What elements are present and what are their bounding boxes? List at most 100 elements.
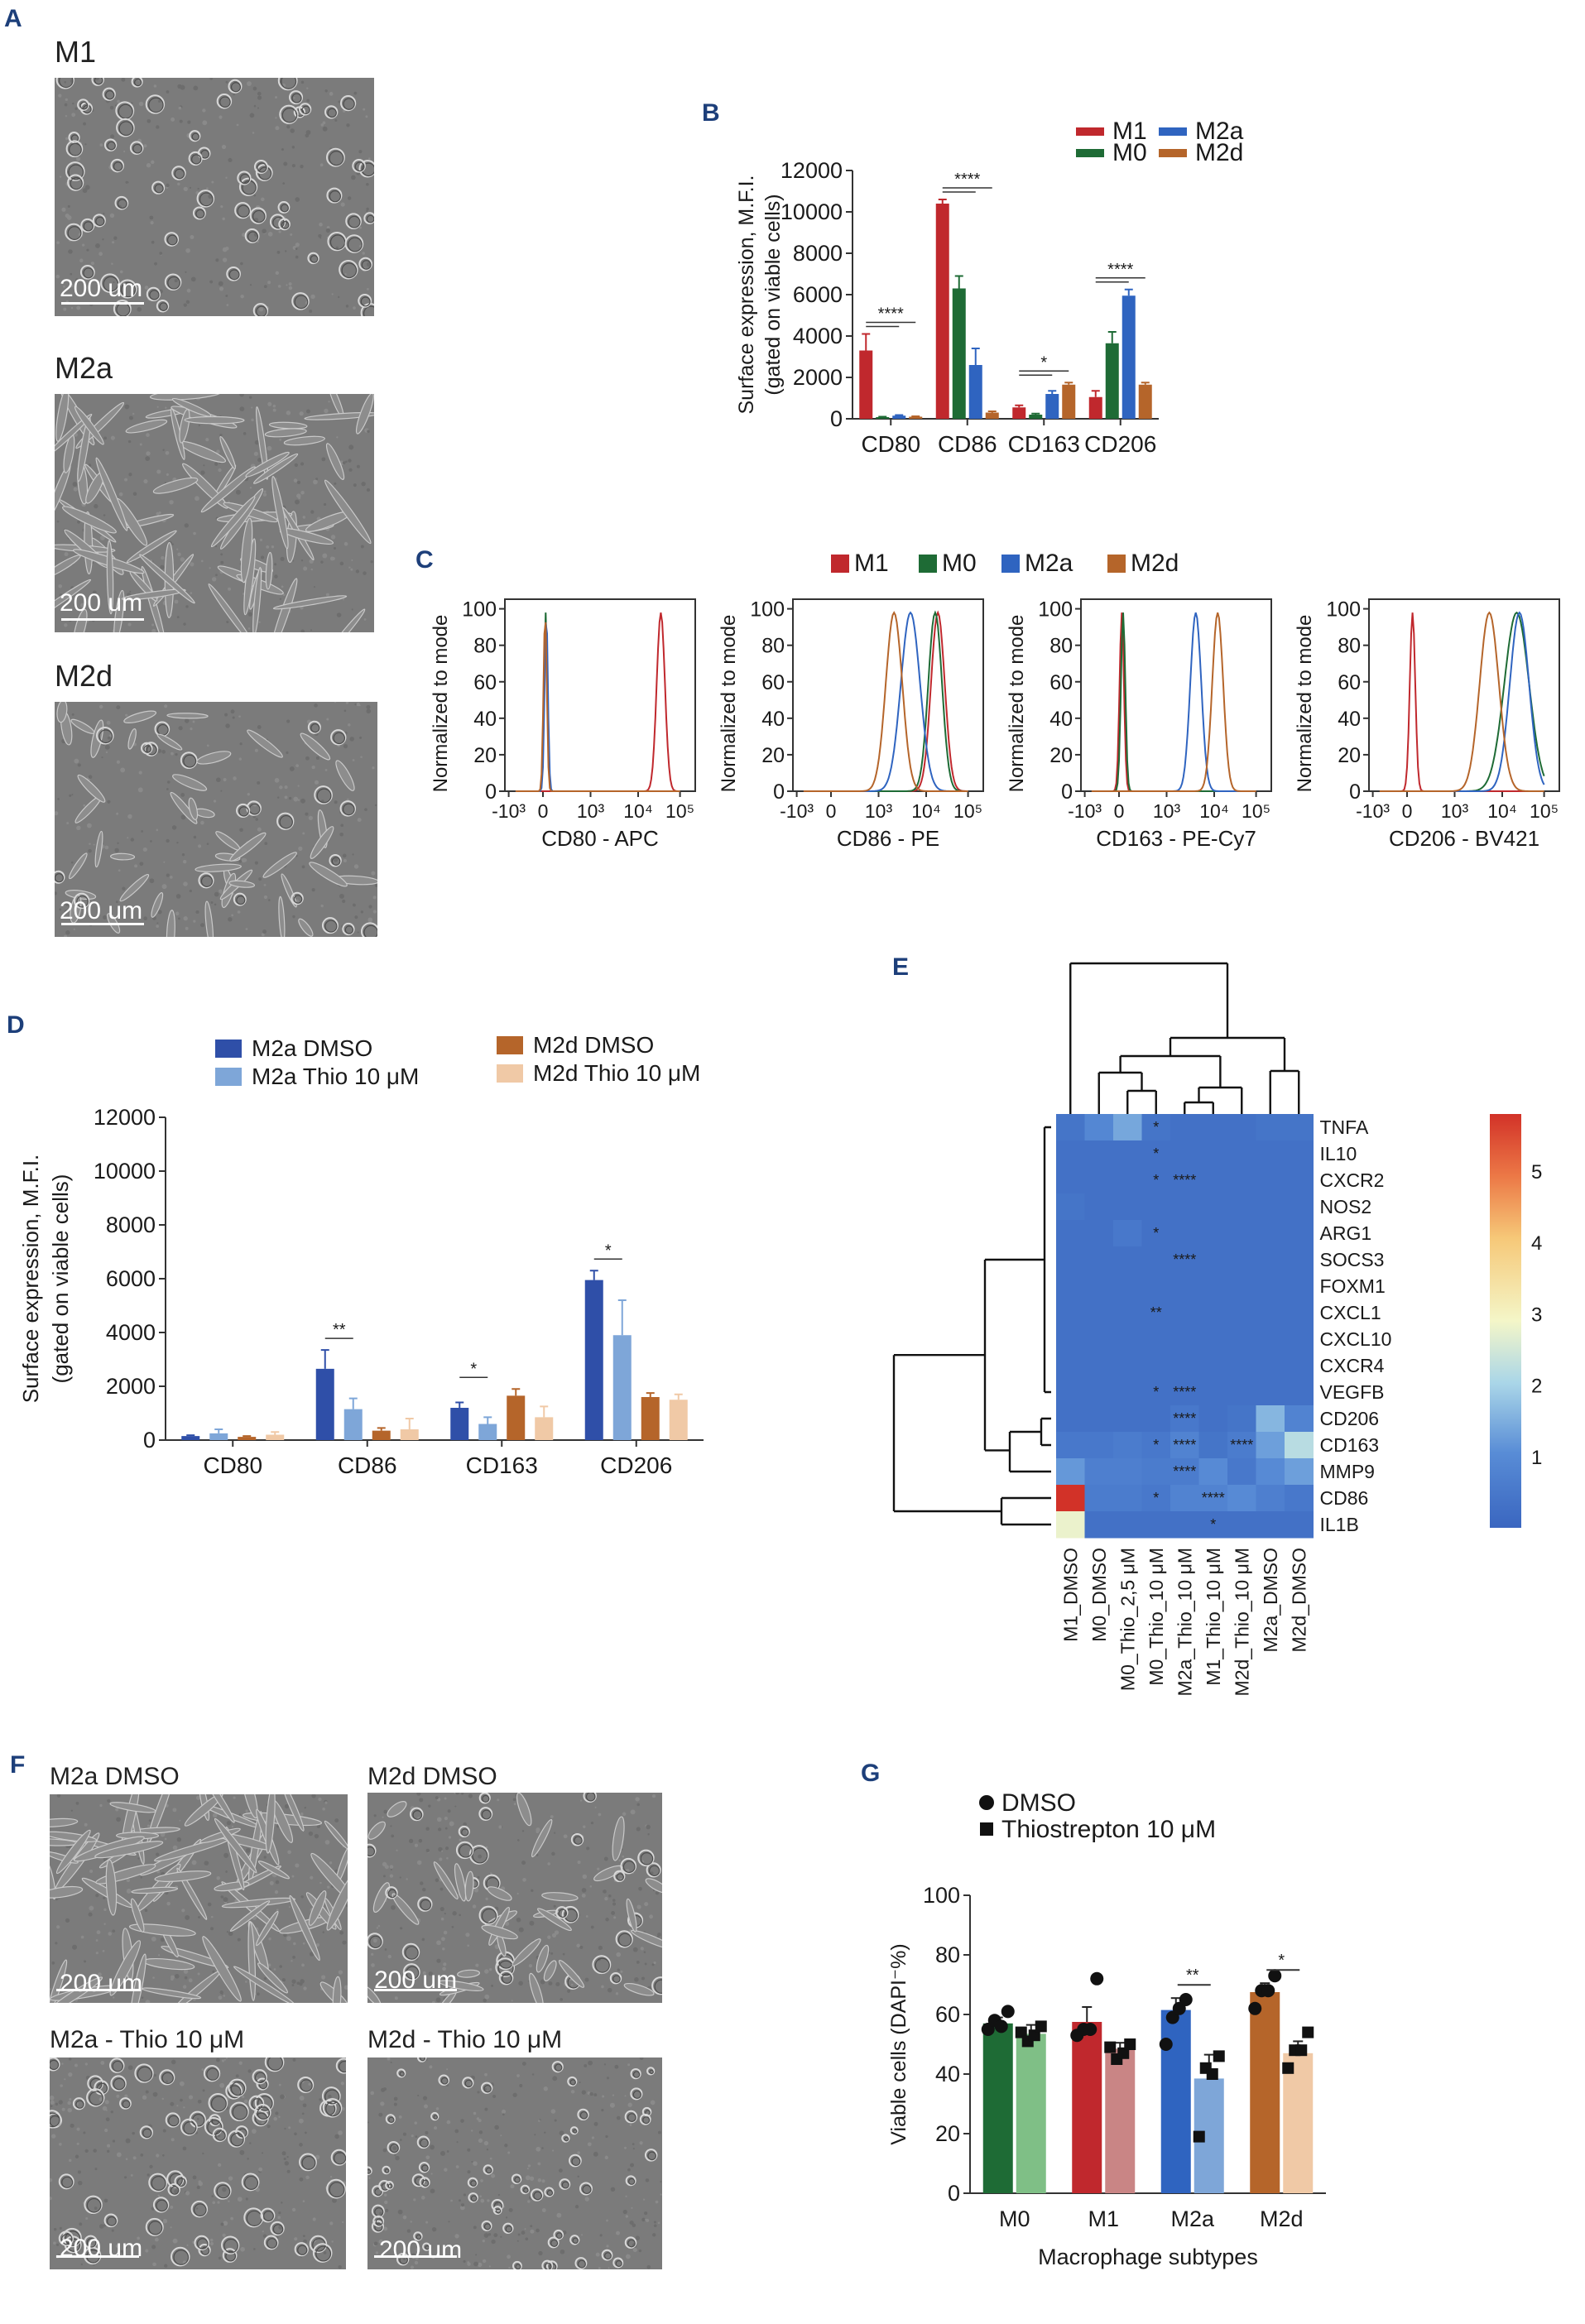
histogram-curve [1091, 612, 1256, 792]
micrograph-grain [177, 552, 181, 557]
micrograph-grain [112, 2139, 116, 2143]
cell-round [625, 2175, 636, 2187]
micrograph-grain [605, 1918, 609, 1922]
heatmap-cell [1084, 1352, 1114, 1380]
micrograph-grain [171, 751, 174, 756]
micrograph-grain [431, 2227, 437, 2232]
micrograph-grain [257, 458, 262, 463]
micrograph-grain [257, 827, 262, 832]
micrograph-grain [371, 871, 376, 876]
micrograph-grain [70, 2123, 74, 2128]
micrograph-grain [365, 115, 368, 118]
heatmap-cell [1285, 1299, 1314, 1327]
legend-swatch [215, 1040, 242, 1058]
cell-round-shadow [481, 1809, 492, 1820]
micrograph-grain [222, 217, 226, 221]
micrograph-grain [584, 2197, 589, 2202]
legend-label: M1 [1112, 118, 1147, 145]
micrograph-grain [129, 590, 132, 593]
micrograph-grain [61, 207, 66, 212]
y-tick-label: 40 [1338, 708, 1361, 731]
micrograph-grain [235, 2074, 239, 2078]
micrograph-grain [205, 438, 209, 442]
heatmap-cell [1056, 1273, 1085, 1300]
micrograph-grain [64, 934, 68, 937]
micrograph-grain [58, 584, 63, 588]
cell-elongated [229, 832, 267, 862]
micrograph-grain [84, 185, 90, 190]
cell-round-shadow [86, 2237, 97, 2248]
micrograph-grain [512, 1798, 516, 1802]
micrograph-grain [625, 2254, 631, 2259]
heatmap-cell [1056, 1379, 1085, 1406]
micrograph-grain [550, 2109, 556, 2114]
micrograph-grain [366, 287, 369, 290]
cell-round-shadow [176, 2178, 186, 2187]
micrograph-grain [585, 1915, 588, 1918]
cell-round-shadow [577, 2259, 586, 2269]
micrograph-grain [636, 1961, 640, 1964]
x-axis-label: CD86 - PE [837, 826, 939, 851]
micrograph-grain [390, 1868, 392, 1871]
cell-elongated [537, 1908, 572, 1932]
micrograph-grain [630, 1809, 636, 1815]
micrograph-grain [257, 91, 262, 96]
micrograph-grain [547, 1935, 551, 1939]
cell-round [159, 2069, 175, 2086]
x-category-label: CD80 [203, 1452, 262, 1478]
micrograph-grain [274, 563, 277, 566]
legend-label: M0 [1112, 139, 1147, 166]
micrograph-grain [82, 243, 85, 247]
cell-elongated [195, 863, 242, 872]
cell-round-shadow [159, 302, 168, 311]
heatmap-cell [1056, 1114, 1085, 1141]
cell-round-shadow [375, 2218, 383, 2226]
heatmap-cell [1141, 1299, 1171, 1327]
cell-round-shadow [325, 2101, 341, 2117]
cell-round [512, 2260, 522, 2269]
cell-round-shadow [191, 132, 199, 141]
micrograph-grain [340, 823, 344, 828]
micrograph-grain [224, 713, 228, 717]
cell-round [612, 2257, 624, 2269]
micrograph-grain [455, 2165, 459, 2168]
cell-round [551, 2061, 564, 2073]
micrograph-grain [627, 2102, 632, 2107]
heatmap-cell [1227, 1140, 1256, 1168]
micrograph-grain [127, 2065, 133, 2071]
micrograph-grain [295, 197, 300, 202]
micrograph-grain [283, 1933, 287, 1937]
cell-round-shadow [339, 2060, 346, 2073]
cell-elongated [328, 608, 366, 632]
micrograph-grain [220, 790, 223, 792]
cell-elongated [531, 1819, 553, 1858]
micrograph-grain [390, 2061, 392, 2064]
micrograph-m2d [55, 702, 377, 937]
cell-round [530, 2188, 544, 2202]
colorbar-tick-label: 5 [1531, 1161, 1542, 1184]
heatmap-cell [1170, 1246, 1199, 1274]
histogram-curve [515, 622, 680, 792]
micrograph-grain [459, 1838, 462, 1841]
micrograph-grain [382, 1861, 387, 1867]
micrograph-grain [114, 847, 119, 853]
cell-round [326, 2178, 346, 2199]
cell-round [77, 98, 89, 111]
micrograph-grain [342, 2221, 344, 2224]
micrograph-grain [655, 1890, 660, 1895]
micrograph-grain [247, 612, 252, 617]
micrograph-grain [174, 279, 178, 283]
cell-elongated [541, 1892, 579, 1902]
micrograph-grain [72, 1944, 77, 1950]
cell-round-shadow [549, 2263, 557, 2269]
micrograph-grain [356, 464, 360, 468]
y-tick-label: 4000 [793, 324, 843, 348]
micrograph-grain [193, 531, 196, 535]
scale-label-m2a-dmso: 200 um [60, 1970, 143, 1997]
cell-round [214, 2182, 232, 2200]
micrograph-grain [222, 257, 228, 262]
cell-elongated [241, 1794, 258, 1819]
cell-round [276, 812, 295, 830]
micrograph-grain [371, 1963, 375, 1967]
legend-marker-circle [979, 1795, 994, 1810]
